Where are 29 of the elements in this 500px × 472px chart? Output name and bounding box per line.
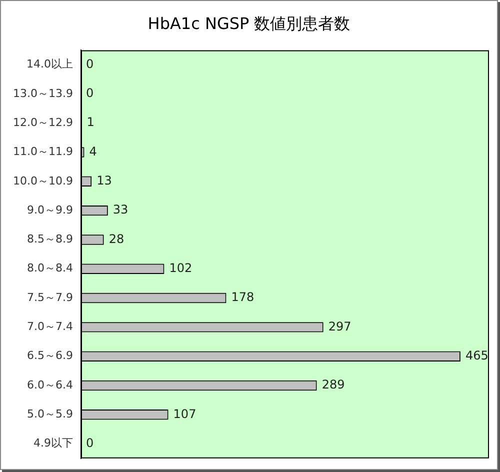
data-label: 0 bbox=[86, 436, 94, 450]
data-label: 102 bbox=[169, 261, 192, 276]
y-tick-label: 7.5～7.9 bbox=[26, 290, 73, 304]
y-tick-label: 12.0～12.9 bbox=[13, 116, 73, 129]
y-tick-label: 13.0～13.9 bbox=[13, 86, 73, 100]
y-tick-label: 7.0～7.4 bbox=[26, 320, 73, 334]
y-tick-label: 8.0～8.4 bbox=[26, 262, 73, 275]
data-label: 28 bbox=[108, 232, 124, 246]
y-tick-label: 8.5～8.9 bbox=[26, 232, 73, 246]
data-label: 178 bbox=[231, 290, 254, 304]
data-label: 1 bbox=[86, 115, 94, 130]
data-label: 297 bbox=[328, 319, 352, 334]
y-tick-label: 10.0～10.9 bbox=[13, 174, 73, 188]
data-label: 107 bbox=[173, 406, 196, 421]
chart-title: HbA1c NGSP 数値別患者数 bbox=[148, 14, 350, 33]
y-tick-label: 5.0～5.9 bbox=[26, 408, 73, 421]
data-label: 465 bbox=[465, 348, 488, 362]
data-label: 0 bbox=[86, 56, 94, 71]
data-label: 33 bbox=[112, 202, 128, 217]
data-label: 13 bbox=[96, 174, 112, 188]
data-label: 4 bbox=[89, 144, 97, 158]
y-tick-label: 4.9以下 bbox=[33, 436, 73, 450]
y-tick-label: 6.0～6.4 bbox=[26, 378, 73, 392]
data-label: 0 bbox=[86, 86, 94, 100]
y-tick-label: 6.5～6.9 bbox=[26, 349, 73, 362]
y-tick-label: 14.0以上 bbox=[26, 58, 73, 71]
y-tick-label: 9.0～9.9 bbox=[26, 203, 73, 216]
y-tick-label: 11.0～11.9 bbox=[13, 145, 73, 158]
data-label: 289 bbox=[322, 378, 345, 392]
